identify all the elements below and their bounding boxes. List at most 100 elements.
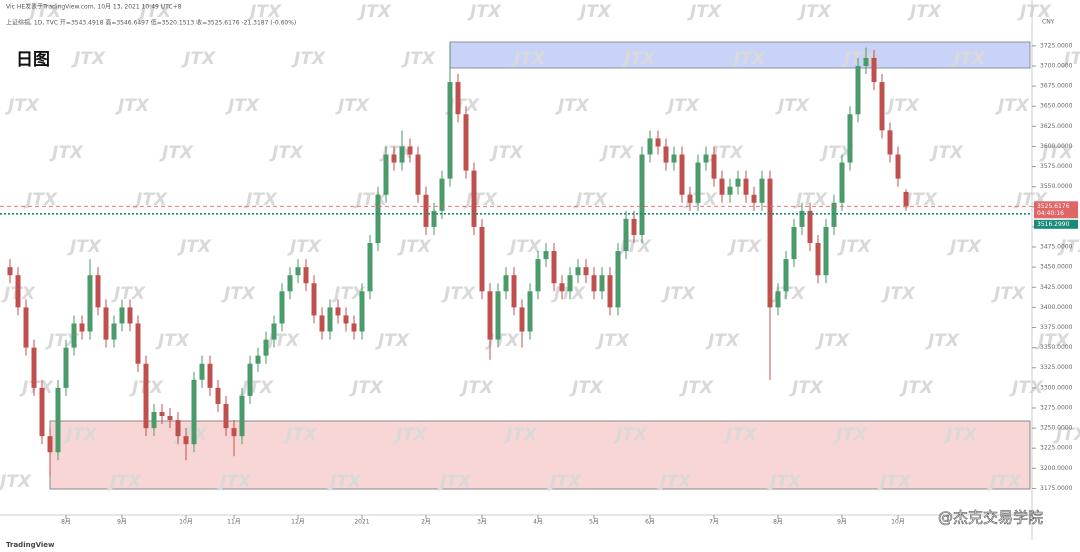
candle-body: [39, 387, 45, 437]
watermark: JTX: [107, 472, 142, 492]
price-tag: [1034, 201, 1078, 219]
watermark: JTX: [991, 284, 1026, 304]
candle-body: [175, 420, 181, 437]
candle-body: [631, 218, 637, 235]
watermark: JTX: [727, 237, 762, 257]
watermark: JTX: [885, 96, 920, 116]
candle-body: [607, 275, 613, 308]
y-tick-label: 3625.0000: [1040, 123, 1073, 130]
watermark: JTX: [133, 190, 168, 210]
candle-body: [223, 403, 229, 429]
watermark: JTX: [621, 49, 656, 69]
candle-body: [239, 395, 245, 437]
candle-body: [159, 412, 165, 417]
x-tick-label: 4月: [533, 519, 543, 526]
candle-body: [423, 194, 429, 227]
y-tick-label: 3725.0000: [1040, 42, 1073, 49]
watermark: JTX: [71, 49, 106, 69]
watermark: JTX: [49, 143, 84, 163]
watermark: JTX: [881, 284, 916, 304]
watermark: JTX: [595, 331, 630, 351]
watermark: JTX: [173, 425, 208, 445]
candle-body: [367, 243, 373, 292]
candle-body: [391, 154, 397, 163]
watermark: JTX: [247, 2, 282, 22]
candle-body: [799, 210, 805, 227]
watermark: JTX: [243, 190, 278, 210]
candle-body: [831, 202, 837, 227]
watermark: JTX: [221, 284, 256, 304]
x-tick-label: 2月: [421, 519, 431, 526]
watermark: JTX: [1057, 237, 1080, 257]
candle-body: [767, 178, 773, 308]
watermark: JTX: [599, 143, 634, 163]
candle-body: [231, 428, 237, 437]
countdown: 04:40:16: [1037, 210, 1064, 217]
watermark: JTX: [485, 331, 520, 351]
watermark: JTX: [437, 472, 472, 492]
watermark: JTX: [137, 2, 172, 22]
watermark: JTX: [665, 96, 700, 116]
candle-body: [199, 363, 205, 380]
watermark: JTX: [265, 331, 300, 351]
x-tick-label: 6月: [645, 519, 655, 526]
candle-body: [487, 291, 493, 340]
candle-body: [127, 307, 133, 324]
watermark: JTX: [23, 190, 58, 210]
watermark: JTX: [1039, 143, 1074, 163]
watermark: JTX: [401, 49, 436, 69]
watermark: JTX: [181, 49, 216, 69]
watermark: JTX: [63, 425, 98, 445]
price-tag: [1034, 219, 1078, 229]
watermark: JTX: [511, 49, 546, 69]
candle-body: [7, 267, 13, 276]
watermark: JTX: [819, 143, 854, 163]
candle-body: [71, 323, 77, 348]
candle-body: [623, 218, 629, 252]
logo: TradingView: [6, 541, 55, 549]
y-tick-label: 3275.0000: [1040, 404, 1073, 411]
candle-body: [303, 267, 309, 284]
candle-body: [151, 412, 157, 429]
watermark: JTX: [929, 143, 964, 163]
candle-body: [183, 436, 189, 445]
candle-body: [351, 323, 357, 332]
watermark: JTX: [507, 237, 542, 257]
watermark: JTX: [837, 237, 872, 257]
watermark: JTX: [357, 2, 392, 22]
candle-body: [47, 436, 53, 453]
watermark: JTX: [1017, 2, 1052, 22]
watermark: JTX: [907, 2, 942, 22]
y-tick-label: 3650.0000: [1040, 103, 1073, 110]
watermark: JTX: [573, 190, 608, 210]
resistance-zone: [449, 41, 1031, 69]
watermark: JTX: [217, 472, 252, 492]
candle-body: [103, 307, 109, 340]
watermark: JTX: [767, 472, 802, 492]
symbol-line: 上证综指, 1D, TVC 开=3543.4918 高=3546.6497 低=…: [6, 19, 296, 27]
watermark: JTX: [467, 2, 502, 22]
candle-body: [759, 178, 765, 203]
watermark: JTX: [877, 472, 912, 492]
y-tick-label: 3325.0000: [1040, 364, 1073, 371]
watermark: JTX: [947, 237, 982, 257]
watermark: JTX: [287, 237, 322, 257]
watermark: JTX: [349, 378, 384, 398]
candle-body: [119, 307, 125, 324]
x-tick-label: 8月: [61, 519, 71, 526]
watermark: JTX: [115, 96, 150, 116]
candle-body: [335, 307, 341, 316]
watermark: JTX: [331, 284, 366, 304]
candle-body: [519, 307, 525, 332]
candle-body: [143, 363, 149, 429]
x-tick-label: 7月: [709, 519, 719, 526]
watermark: JTX: [1053, 425, 1080, 445]
watermark: JTX: [547, 472, 582, 492]
watermark: JTX: [775, 96, 810, 116]
watermark: JTX: [951, 49, 986, 69]
watermark: JTX: [925, 331, 960, 351]
candle-body: [495, 291, 501, 340]
candle-body: [687, 194, 693, 203]
